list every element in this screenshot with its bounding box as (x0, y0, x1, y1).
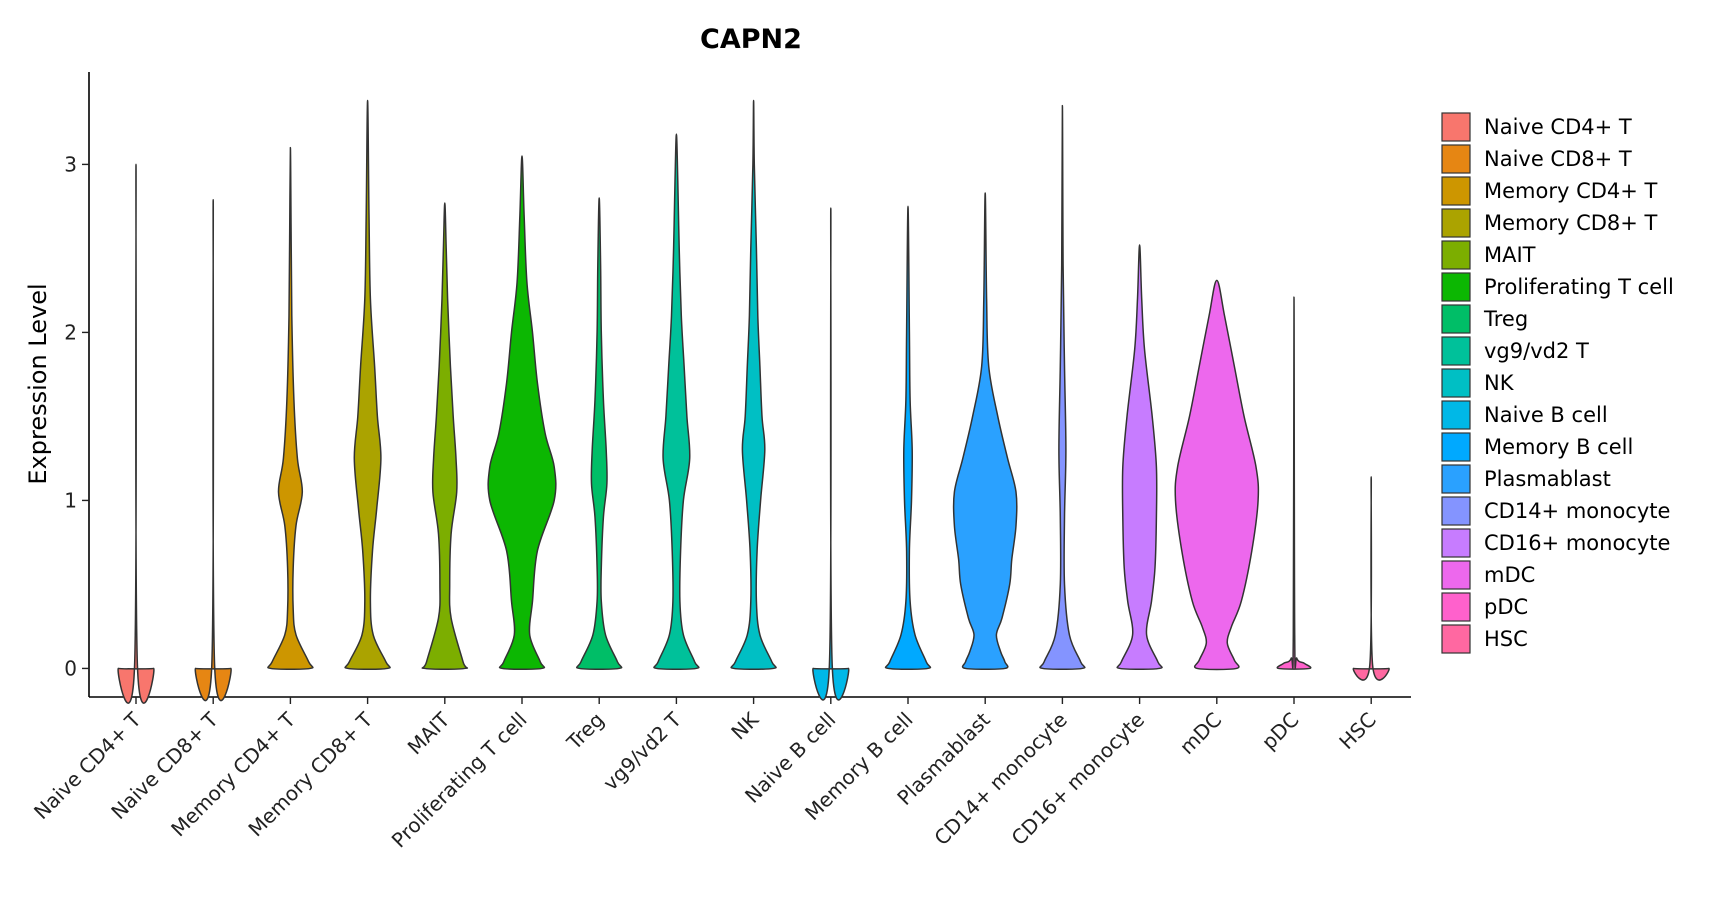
violin-naive-cd8-t (194, 198, 232, 702)
x-tick-label: CD14+ monocyte (929, 708, 1072, 851)
y-axis-label: Expression Level (24, 283, 52, 484)
x-tick-label: HSC (1334, 708, 1380, 754)
legend-swatch (1441, 336, 1471, 366)
legend-label: CD16+ monocyte (1484, 531, 1670, 555)
x-tick-label: CD16+ monocyte (1007, 708, 1150, 851)
legend-swatch (1441, 496, 1471, 526)
violin-proliferating-t-cell (487, 155, 557, 671)
x-tick-label: MAIT (403, 707, 455, 759)
legend-swatch (1441, 560, 1471, 590)
y-tick-label: 2 (64, 320, 77, 344)
violin-pdc (1276, 296, 1312, 670)
legend-label: MAIT (1484, 243, 1536, 267)
legend-swatch (1441, 592, 1471, 622)
violin-cd16-monocyte (1116, 244, 1163, 671)
legend-label: CD14+ monocyte (1484, 499, 1670, 523)
violin-memory-cd4-t (267, 146, 314, 671)
legend-swatch (1441, 176, 1471, 206)
legend-swatch (1441, 272, 1471, 302)
y-tick-label: 0 (64, 656, 77, 680)
legend-swatch (1441, 464, 1471, 494)
y-tick-label: 3 (64, 152, 77, 176)
legend-swatch (1441, 432, 1471, 462)
violin-naive-b-cell (812, 207, 850, 701)
violin-vg9-vd2-t (653, 133, 700, 671)
legend-swatch (1441, 528, 1471, 558)
legend-swatch (1441, 400, 1471, 430)
violin-naive-cd4-t (117, 163, 155, 704)
legend-label: Memory CD4+ T (1484, 179, 1658, 203)
violin-mdc (1174, 279, 1260, 671)
violin-hsc (1352, 476, 1390, 681)
legend-swatch (1441, 624, 1471, 654)
legend-label: Memory B cell (1484, 435, 1633, 459)
legend-swatch (1441, 304, 1471, 334)
legend-label: Naive CD8+ T (1484, 147, 1632, 171)
legend-swatch (1441, 208, 1471, 238)
x-tick-label: mDC (1175, 708, 1227, 760)
x-tick-label: vg9/vd2 T (598, 707, 686, 795)
legend-label: Memory CD8+ T (1484, 211, 1658, 235)
legend-label: pDC (1484, 595, 1528, 619)
legend-label: Naive B cell (1484, 403, 1608, 427)
violin-cd14-monocyte (1039, 104, 1086, 671)
violin-memory-b-cell (884, 205, 932, 671)
legend-swatch (1441, 144, 1471, 174)
legend-swatch (1441, 240, 1471, 270)
legend-label: Naive CD4+ T (1484, 115, 1632, 139)
violin-plasmablast (952, 192, 1018, 671)
legend-label: mDC (1484, 563, 1535, 587)
legend-label: HSC (1484, 627, 1528, 651)
legend-label: Plasmablast (1484, 467, 1611, 491)
violin-mait (421, 202, 469, 671)
legend-swatch (1441, 368, 1471, 398)
chart-title: CAPN2 (700, 24, 802, 55)
legend-label: Treg (1483, 307, 1528, 331)
x-tick-label: NK (726, 707, 763, 744)
x-tick-label: pDC (1257, 708, 1304, 755)
x-tick-label: Proliferating T cell (387, 708, 532, 853)
violin-nk (730, 99, 777, 671)
y-tick-label: 1 (64, 488, 77, 512)
violin-treg (575, 197, 623, 671)
legend: Naive CD4+ T Naive CD8+ T Memory CD4+ T Mem… (1441, 112, 1674, 654)
legend-swatch (1441, 112, 1471, 142)
legend-label: Proliferating T cell (1484, 275, 1674, 299)
violin-memory-cd8-t (344, 99, 391, 671)
legend-label: NK (1484, 371, 1515, 395)
x-tick-label: Treg (561, 708, 608, 755)
legend-label: vg9/vd2 T (1484, 339, 1589, 363)
